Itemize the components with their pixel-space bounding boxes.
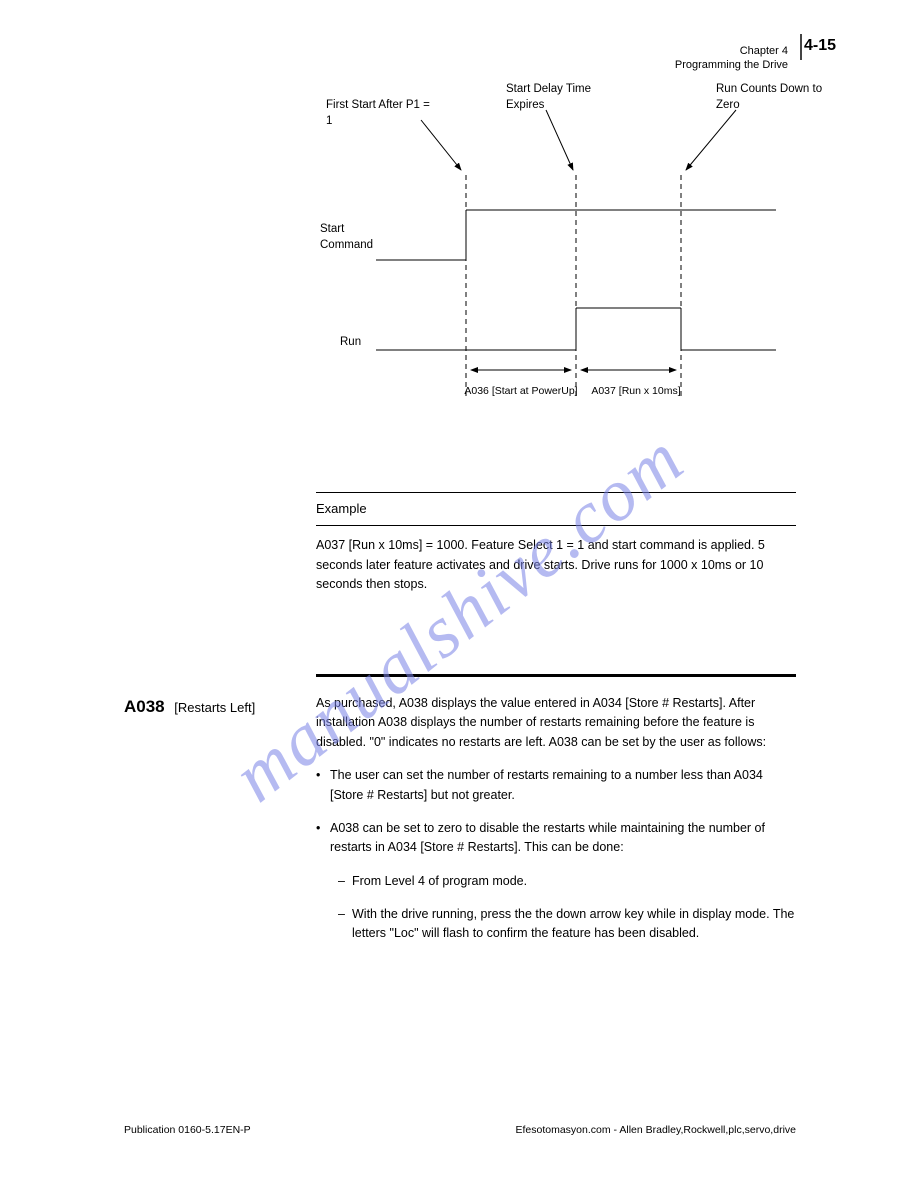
label-interval-a: A036 [Start at PowerUp]	[446, 384, 596, 398]
section-divider	[316, 674, 796, 677]
header-title: Programming the Drive	[675, 58, 788, 72]
bullet-icon: •	[316, 766, 330, 785]
dash-icon: –	[338, 905, 352, 924]
label-run: Run	[340, 335, 361, 351]
section-number: A038	[124, 697, 165, 716]
bullet-1: • The user can set the number of restart…	[316, 766, 796, 805]
bullet-1-text: The user can set the number of restarts …	[330, 766, 796, 805]
bullet-icon: •	[316, 819, 330, 838]
footer-left: Publication 0160-5.17EN-P	[124, 1124, 251, 1136]
sub-bullet-2: – With the drive running, press the the …	[338, 905, 796, 944]
dash-icon: –	[338, 872, 352, 891]
section-body: As purchased, A038 displays the value en…	[316, 694, 796, 944]
footer-right: Efesotomasyon.com - Allen Bradley,Rockwe…	[515, 1124, 796, 1136]
label-start-command: Start Command	[320, 222, 380, 253]
section-title: [Restarts Left]	[174, 700, 255, 715]
sub-bullet-1: – From Level 4 of program mode.	[338, 872, 796, 891]
example-block: Example A037 [Run x 10ms] = 1000. Featur…	[316, 492, 796, 594]
sub-bullet-2-text: With the drive running, press the the do…	[352, 905, 796, 944]
bullet-2: • A038 can be set to zero to disable the…	[316, 819, 796, 858]
section-intro: As purchased, A038 displays the value en…	[316, 694, 796, 752]
example-heading: Example	[316, 492, 796, 526]
header-divider	[800, 34, 802, 60]
example-text: A037 [Run x 10ms] = 1000. Feature Select…	[316, 526, 796, 594]
label-run-completes: Run Counts Down to Zero	[716, 82, 826, 113]
timing-diagram: First Start After P1 = 1 Start Delay Tim…	[366, 90, 786, 420]
label-first-start: First Start After P1 = 1	[326, 98, 436, 129]
timing-diagram-svg	[366, 90, 786, 420]
header-text: Chapter 4 Programming the Drive	[675, 44, 788, 73]
header-chapter: Chapter 4	[675, 44, 788, 58]
bullet-2-text: A038 can be set to zero to disable the r…	[330, 819, 796, 858]
sub-bullet-1-text: From Level 4 of program mode.	[352, 872, 527, 891]
section-side-heading: A038 [Restarts Left]	[124, 694, 255, 720]
label-interval-b: A037 [Run x 10ms]	[576, 384, 696, 398]
label-delay-expires: Start Delay Time Expires	[506, 82, 606, 113]
page-number: 4-15	[804, 37, 836, 55]
